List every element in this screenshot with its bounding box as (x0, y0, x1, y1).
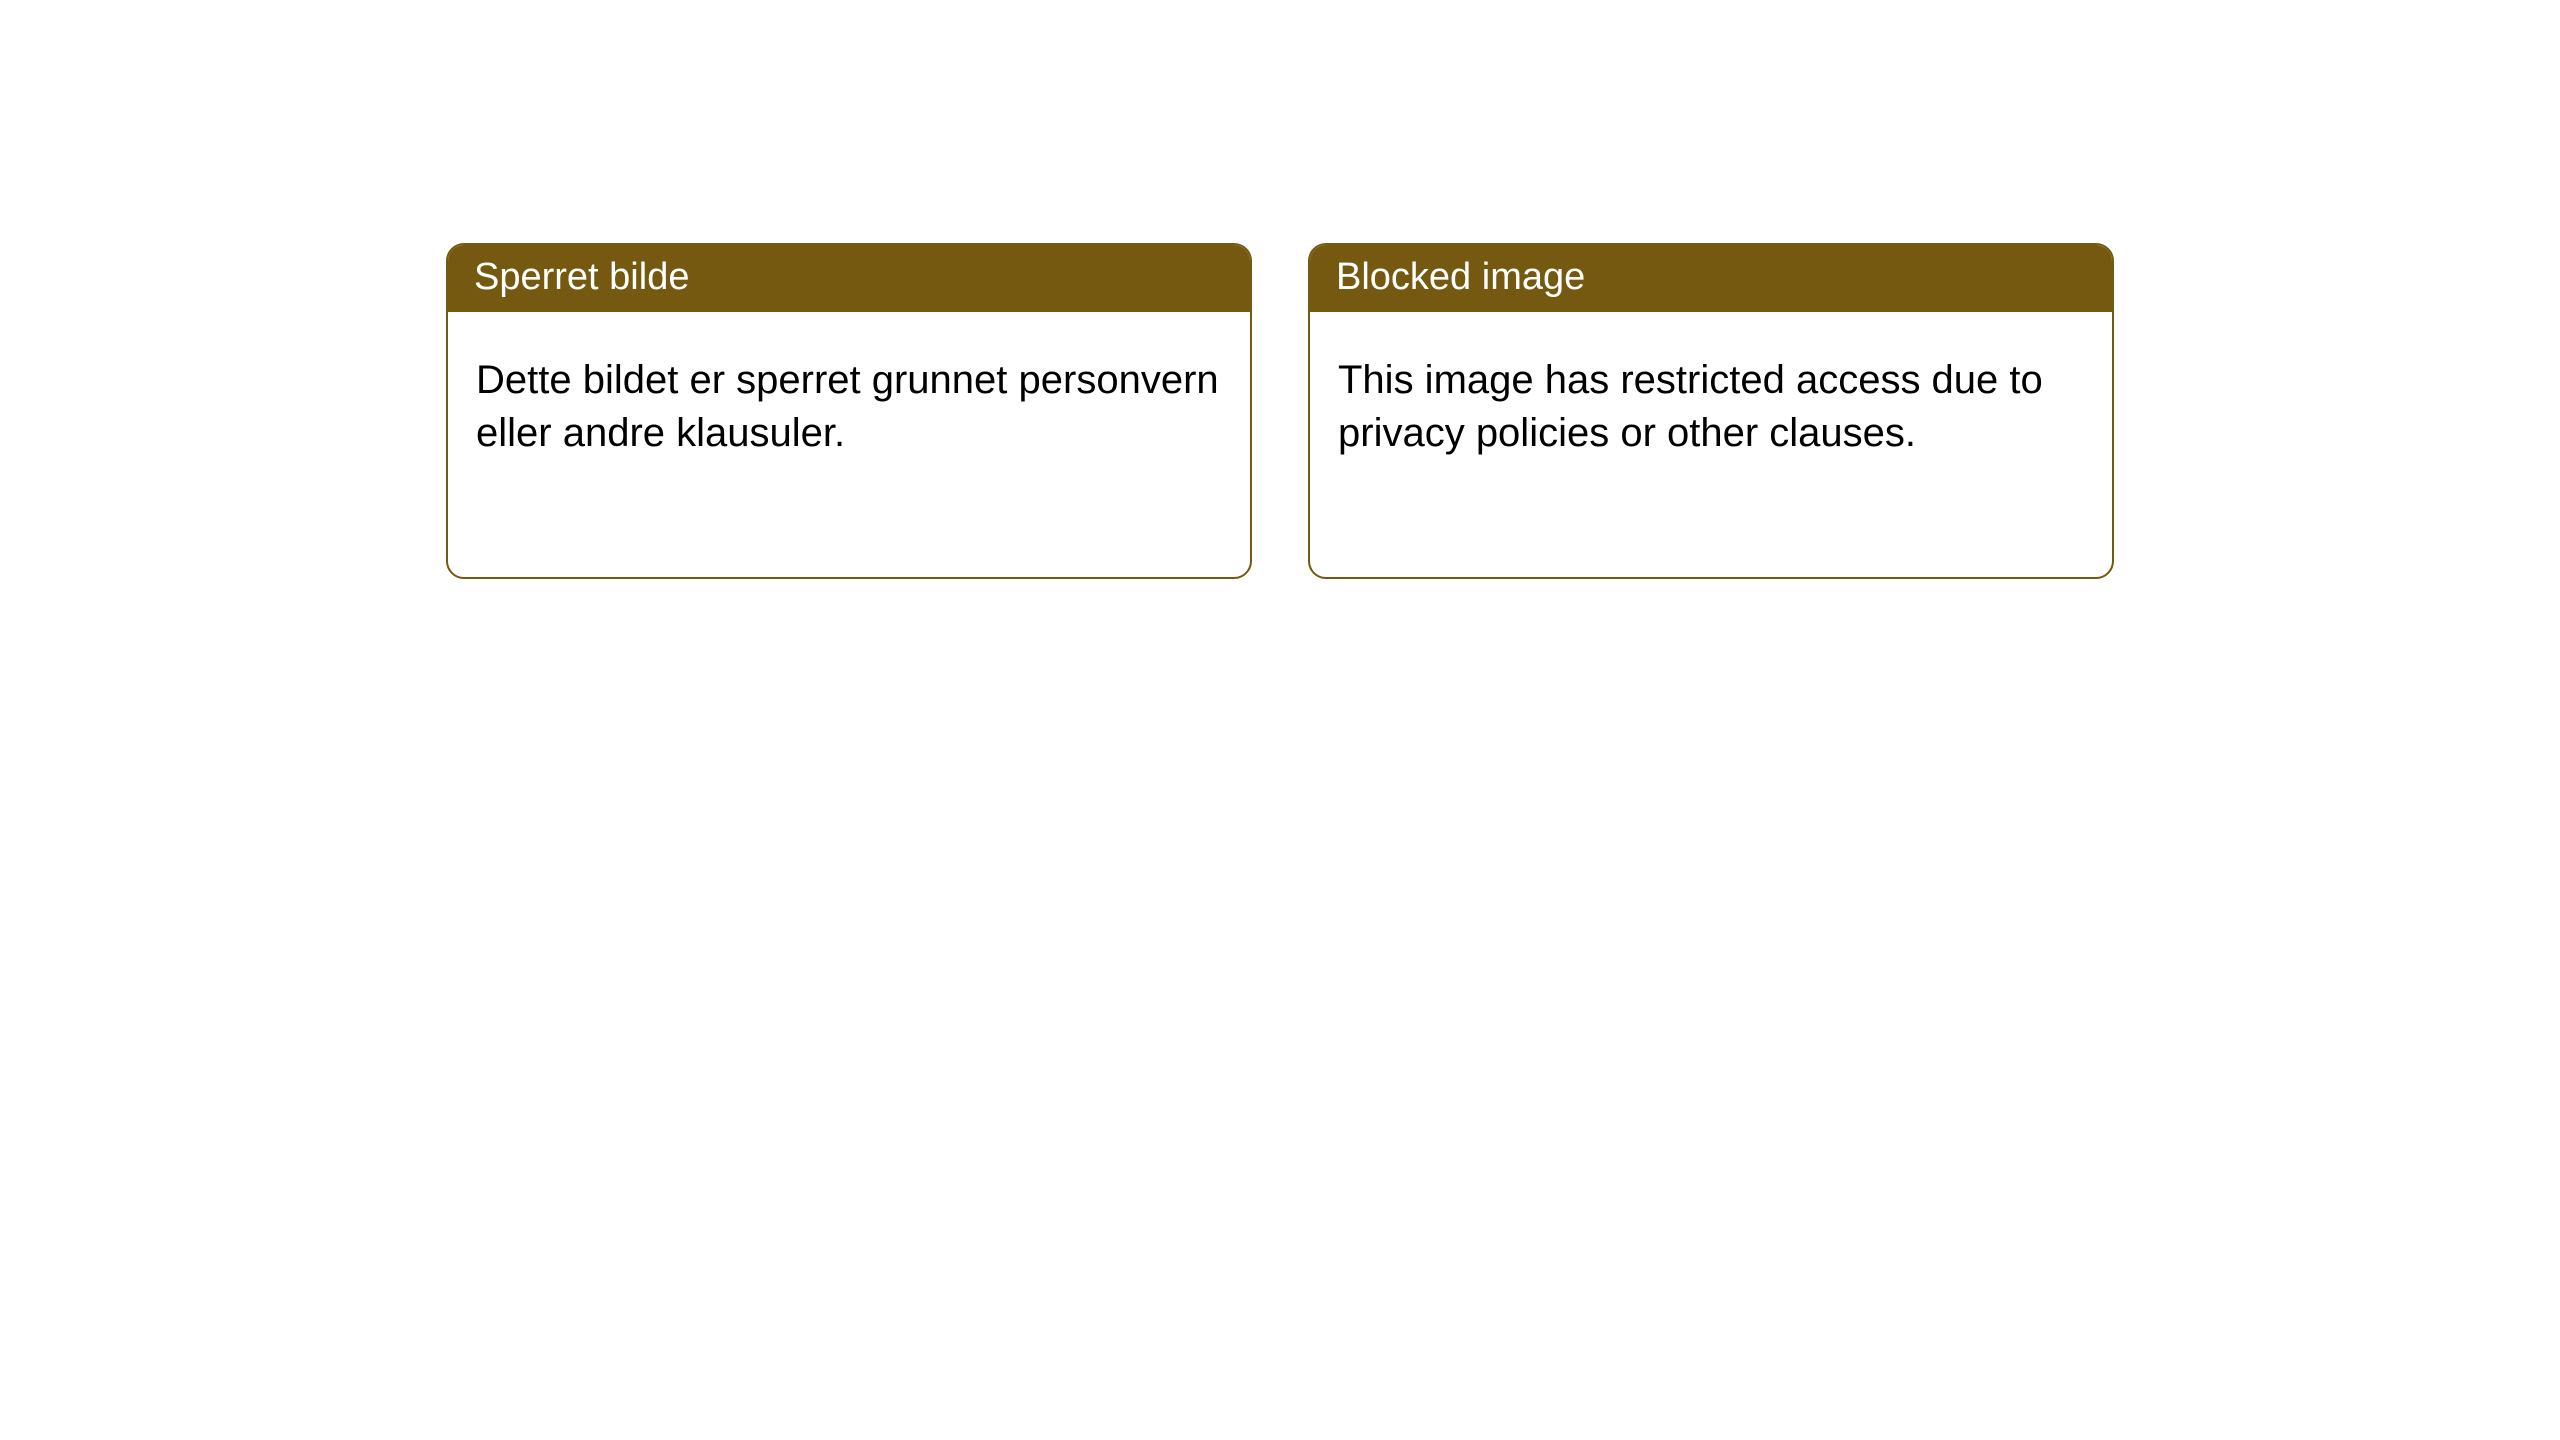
notice-card-english: Blocked image This image has restricted … (1308, 243, 2114, 579)
notice-card-norwegian: Sperret bilde Dette bildet er sperret gr… (446, 243, 1252, 579)
notice-title: Blocked image (1310, 245, 2112, 312)
notices-container: Sperret bilde Dette bildet er sperret gr… (0, 0, 2560, 579)
notice-body: This image has restricted access due to … (1310, 312, 2112, 488)
notice-title: Sperret bilde (448, 245, 1250, 312)
notice-body: Dette bildet er sperret grunnet personve… (448, 312, 1250, 488)
